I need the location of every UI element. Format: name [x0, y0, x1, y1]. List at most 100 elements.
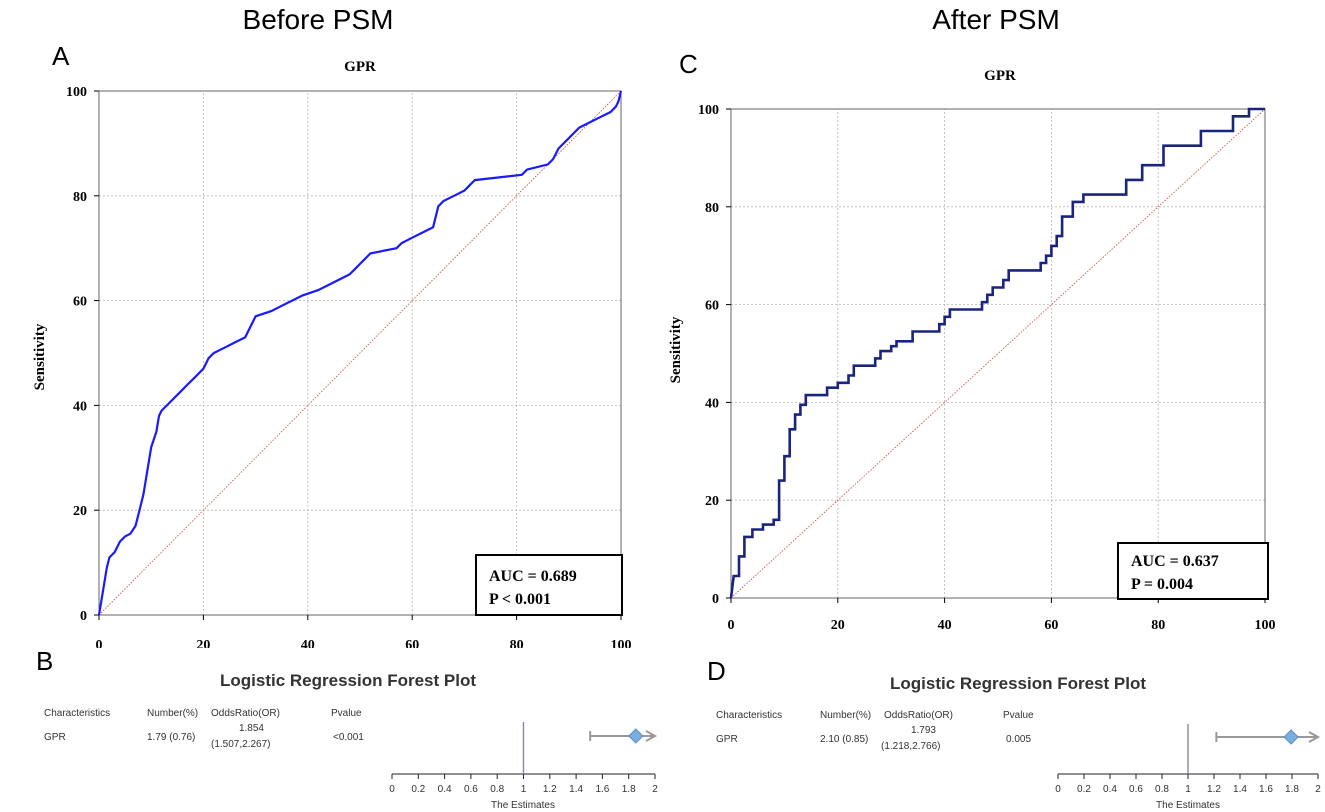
y-tick-label: 100: [66, 85, 87, 100]
ci-arrow: [645, 730, 658, 742]
forest-tick-label: 0.6: [464, 784, 478, 795]
col-number: Number(%): [820, 710, 871, 721]
forest-tick-label: 0.8: [1155, 784, 1169, 795]
forest-tick-label: 2: [1315, 784, 1321, 795]
p-value: P < 0.001: [489, 591, 551, 608]
panel-letter-a: A: [52, 41, 70, 71]
row-pvalue: 0.005: [1006, 734, 1031, 745]
forest-tick-label: 1.6: [1259, 784, 1273, 795]
row-ci: (1.218,2.766): [881, 741, 941, 752]
estimate-diamond: [628, 728, 644, 744]
annotation-frame: [475, 554, 623, 616]
y-axis-label: Sensitivity: [668, 316, 684, 383]
reference-diagonal: [98, 90, 622, 616]
forest-tick-label: 1.6: [595, 784, 609, 795]
y-tick-label: 80: [705, 201, 719, 216]
forest-title: Logistic Regression Forest Plot: [220, 671, 476, 690]
auc-value: AUC = 0.637: [1131, 553, 1219, 570]
panel-letter-c: C: [679, 49, 698, 79]
forest-tick-label: 1.4: [569, 784, 583, 795]
forest-tick-label: 0.4: [438, 784, 452, 795]
x-tick-label: 20: [196, 638, 210, 653]
row-number: 2.10 (0.85): [820, 734, 868, 745]
row-number: 1.79 (0.76): [147, 732, 195, 743]
y-tick-label: 100: [698, 103, 719, 118]
forest-tick-label: 0.4: [1103, 784, 1117, 795]
reference-diagonal: [730, 108, 1266, 599]
estimate-diamond: [1283, 729, 1299, 745]
chart-title: GPR: [344, 59, 376, 75]
row-or: 1.854: [239, 723, 264, 734]
forest-tick-label: 0.6: [1129, 784, 1143, 795]
x-tick-label: 100: [611, 638, 632, 653]
p-value: P = 0.004: [1131, 576, 1193, 593]
y-tick-label: 20: [705, 494, 719, 509]
col-characteristics: Characteristics: [716, 710, 782, 721]
y-tick-label: 60: [73, 295, 87, 310]
row-ci: (1.507,2.267): [211, 739, 271, 750]
chart-title: GPR: [984, 68, 1016, 84]
forest-tick-label: 1: [1185, 784, 1191, 795]
roc-chart-before-psm: GPR Sensitivity 0 20 40 60 80 100 0 20 40 60 80 10…: [32, 59, 632, 653]
auc-value: AUC = 0.689: [489, 568, 577, 585]
col-odds-ratio: OddsRatio(OR): [884, 710, 953, 721]
forest-plot-after-psm: Logistic Regression Forest Plot Characte…: [716, 674, 1321, 811]
col-number: Number(%): [147, 708, 198, 719]
y-tick-label: 60: [705, 299, 719, 314]
forest-tick-label: 1.8: [622, 784, 636, 795]
col-odds-ratio: OddsRatio(OR): [211, 708, 280, 719]
roc-curve-line: [97, 90, 623, 616]
forest-tick-label: 1.2: [543, 784, 557, 795]
panel-letter-d: D: [707, 656, 726, 686]
forest-tick-label: 0: [389, 784, 395, 795]
y-tick-label: 80: [73, 190, 87, 205]
x-tick-label: 0: [728, 618, 735, 633]
forest-tick-label: 1.2: [1207, 784, 1221, 795]
y-tick-label: 0: [80, 609, 87, 624]
x-axis-label: The Estimates: [491, 800, 555, 811]
forest-tick-label: 2: [652, 784, 658, 795]
x-tick-label: 20: [831, 618, 845, 633]
plot-frame: [730, 108, 1266, 599]
forest-tick-label: 1: [521, 784, 527, 795]
x-tick-label: 40: [938, 618, 952, 633]
x-tick-label: 60: [1044, 618, 1058, 633]
col-pvalue: Pvalue: [331, 708, 362, 719]
row-pvalue: <0.001: [333, 732, 364, 743]
roc-chart-after-psm: GPR Sensitivity 0 20 40 60 80 100 0 20 40 60 80 10…: [668, 68, 1276, 633]
annotation-frame: [1117, 542, 1269, 600]
x-tick-label: 60: [405, 638, 419, 653]
forest-tick-label: 1.4: [1233, 784, 1247, 795]
header-before-psm: Before PSM: [243, 4, 394, 35]
forest-plot-before-psm: Logistic Regression Forest Plot Characte…: [44, 671, 658, 811]
auc-annotation-box: AUC = 0.637 P = 0.004: [1117, 542, 1269, 600]
col-characteristics: Characteristics: [44, 708, 110, 719]
y-tick-label: 40: [705, 396, 719, 411]
y-tick-label: 0: [712, 592, 719, 607]
col-pvalue: Pvalue: [1003, 710, 1034, 721]
auc-annotation-box: AUC = 0.689 P < 0.001: [475, 554, 623, 616]
x-tick-label: 80: [510, 638, 524, 653]
forest-tick-label: 0.8: [490, 784, 504, 795]
x-axis-label: The Estimates: [1156, 800, 1220, 811]
row-or: 1.793: [911, 725, 936, 736]
plot-frame: [98, 90, 622, 616]
y-tick-label: 40: [73, 399, 87, 414]
forest-tick-label: 1.8: [1285, 784, 1299, 795]
y-axis-label: Sensitivity: [32, 323, 48, 390]
y-tick-label: 20: [73, 504, 87, 519]
x-tick-label: 100: [1255, 618, 1276, 633]
forest-tick-label: 0.2: [1077, 784, 1091, 795]
roc-curve-line: [729, 107, 1265, 599]
x-tick-label: 0: [96, 638, 103, 653]
x-tick-label: 80: [1151, 618, 1165, 633]
forest-tick-label: 0.2: [411, 784, 425, 795]
forest-tick-label: 0: [1055, 784, 1061, 795]
x-tick-label: 40: [301, 638, 315, 653]
header-after-psm: After PSM: [932, 4, 1060, 35]
ci-arrow: [1308, 731, 1321, 743]
panel-letter-b: B: [36, 646, 53, 676]
forest-title: Logistic Regression Forest Plot: [890, 674, 1146, 693]
row-name: GPR: [44, 732, 66, 743]
